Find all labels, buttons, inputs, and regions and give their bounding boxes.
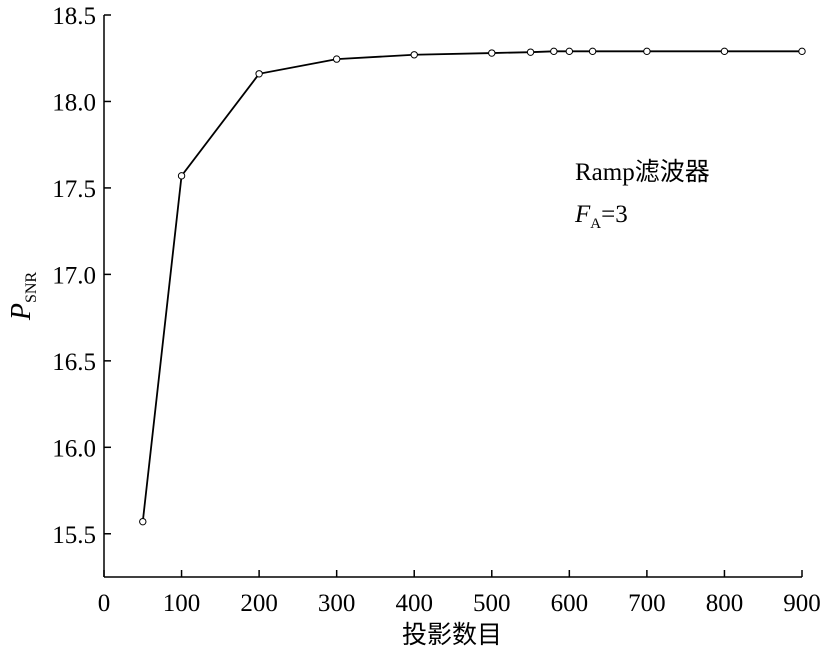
y-axis-label: PSNR [6, 272, 40, 322]
annotation-main: F [574, 201, 591, 228]
marker [488, 49, 496, 57]
x-tick-label: 900 [783, 590, 821, 617]
x-tick-label: 500 [473, 590, 511, 617]
x-axis-label: 投影数目 [402, 621, 502, 649]
marker [720, 47, 729, 56]
y-tick-label: 16.0 [52, 435, 96, 462]
marker [410, 51, 418, 59]
marker [332, 55, 341, 63]
line [141, 50, 802, 522]
y-label-sub: SNR [23, 272, 40, 303]
x-tick-label: 200 [240, 590, 278, 617]
annotation-rest: =3 [601, 201, 628, 228]
y-tick-label: 15.5 [52, 522, 96, 549]
annotation: FA=3 [574, 201, 628, 232]
y-tick-label: 17.5 [52, 176, 96, 203]
marker [550, 47, 558, 56]
marker [139, 517, 147, 526]
x-tick-label: 400 [395, 590, 433, 617]
y-tick-label: 16.5 [52, 349, 96, 376]
marker [798, 47, 806, 56]
y-label-main: P [6, 303, 37, 321]
marker [255, 70, 263, 78]
x-tick-label: 100 [163, 590, 201, 617]
x-tick-label: 800 [706, 590, 744, 617]
x-tick-label: 600 [551, 590, 589, 617]
marker [588, 47, 597, 56]
x-tick-label: 0 [98, 590, 111, 617]
y-tick-label: 17.0 [52, 262, 96, 289]
marker [643, 47, 651, 56]
y-tick-label: 18.0 [52, 89, 96, 116]
annotation-sub: A [590, 216, 601, 232]
annotation: Ramp滤波器 [575, 158, 710, 186]
x-tick-label: 700 [628, 590, 666, 617]
x-tick-label: 300 [318, 590, 356, 617]
marker [177, 172, 186, 180]
y-tick-label: 18.5 [52, 3, 96, 30]
marker [526, 48, 535, 56]
marker [565, 47, 574, 56]
